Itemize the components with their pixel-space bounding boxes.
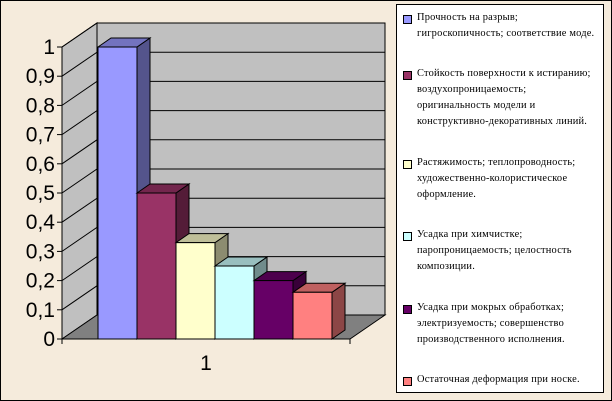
y-tick-label: 0,6 bbox=[26, 153, 55, 176]
y-tick-label: 0,1 bbox=[26, 299, 55, 322]
legend-swatch bbox=[403, 376, 412, 386]
legend-item: Прочность на разрыв; гигроскопичность; с… bbox=[403, 10, 597, 42]
bar bbox=[292, 291, 333, 340]
bar bbox=[97, 46, 138, 340]
y-tick-label: 0,7 bbox=[26, 124, 55, 147]
gridline bbox=[61, 51, 385, 77]
x-tick-label: 1 bbox=[200, 352, 212, 375]
y-tick-label: 0,2 bbox=[26, 270, 55, 293]
gridline bbox=[61, 168, 385, 194]
legend-swatch bbox=[403, 304, 412, 314]
gridline bbox=[61, 22, 385, 48]
legend: Прочность на разрыв; гигроскопичность; с… bbox=[396, 4, 604, 393]
bar-side bbox=[331, 282, 346, 340]
gridline bbox=[61, 197, 385, 223]
legend-item: Растяжимость; теплопроводность; художест… bbox=[403, 155, 597, 203]
y-tick-label: 0,8 bbox=[26, 94, 55, 117]
gridline bbox=[61, 256, 385, 282]
y-tick-label: 0,9 bbox=[26, 65, 55, 88]
legend-label: Прочность на разрыв; гигроскопичность; с… bbox=[417, 12, 595, 39]
legend-label: Усадка при химчистке; паропроницаемость;… bbox=[417, 229, 572, 273]
legend-item: Стойкость поверхности к истиранию; возду… bbox=[403, 66, 597, 130]
legend-item: Усадка при химчистке; паропроницаемость;… bbox=[403, 227, 597, 275]
legend-label: Остаточная деформация при носке. bbox=[417, 373, 580, 385]
y-tick-label: 0,4 bbox=[26, 211, 56, 234]
legend-item: Усадка при мокрых обработках; электризуе… bbox=[403, 300, 597, 348]
legend-swatch bbox=[403, 159, 412, 169]
gridline bbox=[61, 80, 385, 106]
legend-swatch bbox=[403, 15, 412, 24]
bar bbox=[214, 265, 255, 340]
legend-label: Усадка при мокрых обработках; электризуе… bbox=[417, 301, 565, 345]
gridline bbox=[61, 110, 385, 136]
legend-label: Стойкость поверхности к истиранию; возду… bbox=[417, 68, 591, 128]
gridline bbox=[61, 139, 385, 165]
gridline bbox=[61, 226, 385, 252]
bar bbox=[175, 242, 216, 340]
legend-swatch bbox=[403, 232, 412, 242]
legend-swatch bbox=[403, 71, 412, 81]
y-tick-label: 0,3 bbox=[26, 240, 55, 263]
y-tick-label: 1 bbox=[43, 36, 55, 59]
y-tick-label: 0,5 bbox=[26, 182, 55, 205]
bar bbox=[253, 280, 294, 340]
y-tick-label: 0 bbox=[43, 328, 55, 351]
legend-label: Растяжимость; теплопроводность; художест… bbox=[417, 156, 576, 200]
bar bbox=[136, 192, 177, 340]
legend-item: Остаточная деформация при носке. bbox=[403, 372, 597, 388]
